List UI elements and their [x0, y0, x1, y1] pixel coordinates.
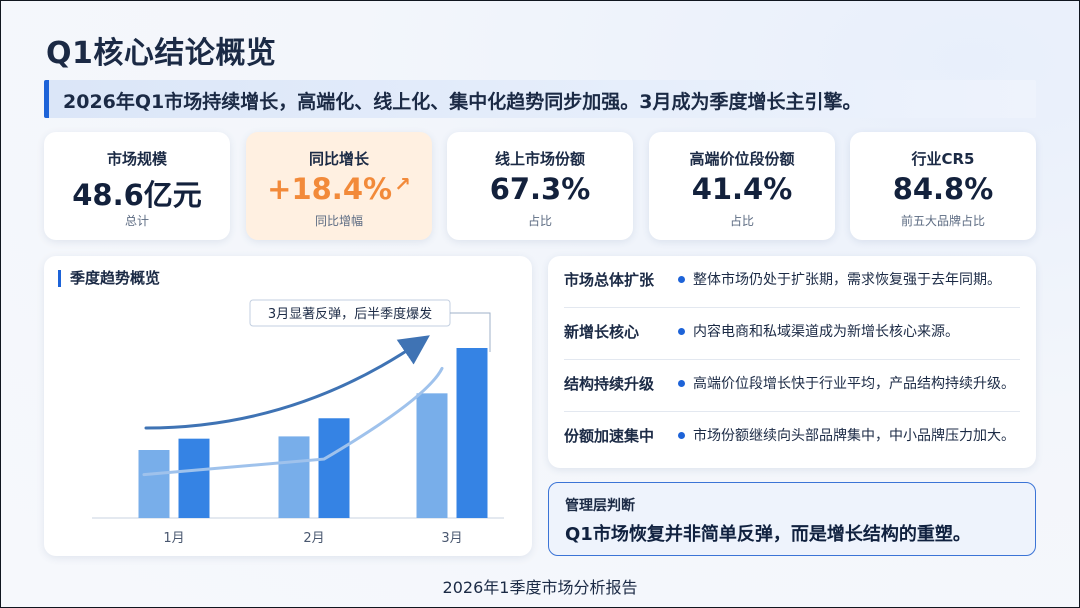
x-tick-label: 2月 — [303, 531, 324, 546]
divider — [564, 411, 1020, 412]
kpi-card-yoy-growth: 同比增长 +18.4% ↗ 同比增幅 — [246, 132, 432, 240]
insight-text: 市场份额继续向头部品牌集中，中小品牌压力加大。 — [693, 428, 1015, 444]
insight-text: 高端价位段增长快于行业平均，产品结构持续升级。 — [693, 376, 1015, 392]
kpi-label: 市场规模 — [106, 150, 167, 168]
insight-row: 结构持续升级 高端价位段增长快于行业平均，产品结构持续升级。 — [564, 360, 1020, 412]
kpi-value: 67.3% — [489, 172, 591, 206]
insight-title: 新增长核心 — [564, 323, 640, 341]
kpi-card-cr5: 行业CR5 84.8% 前五大品牌占比 — [850, 132, 1036, 240]
page-title: Q1核心结论概览 — [46, 36, 277, 71]
kpi-value: 48.6亿元 — [72, 178, 202, 212]
insight-row: 份额加速集中 市场份额继续向头部品牌集中，中小品牌压力加大。 — [564, 412, 1020, 464]
insight-text: 内容电商和私域渠道成为新增长核心来源。 — [693, 324, 959, 340]
kpi-label: 高端价位段份额 — [689, 150, 795, 168]
subtitle-text: 2026年Q1市场持续增长，高端化、线上化、集中化趋势同步加强。3月成为季度增长… — [63, 91, 862, 113]
bullet-dot-icon — [678, 276, 685, 283]
bullet-dot-icon — [678, 328, 685, 335]
kpi-value: 41.4% — [691, 172, 793, 206]
trend-chart-card: 1月 2月 3月 3月显著反弹，后半季度爆发 季度趋势概览 — [44, 256, 532, 556]
kpi-label: 行业CR5 — [911, 150, 975, 168]
bullet-dot-icon — [678, 432, 685, 439]
trend-line — [142, 366, 444, 477]
bar — [178, 438, 210, 518]
insight-text: 整体市场仍处于扩张期，需求恢复强于去年同期。 — [693, 272, 1001, 288]
subtitle-banner: 2026年Q1市场持续增长，高端化、线上化、集中化趋势同步加强。3月成为季度增长… — [44, 80, 1036, 118]
report-footer: 2026年1季度市场分析报告 — [442, 578, 638, 597]
bar — [318, 418, 350, 518]
kpi-card-online-share: 线上市场份额 67.3% 占比 — [447, 132, 633, 240]
bar — [278, 436, 310, 518]
bar — [456, 348, 488, 518]
kpi-label: 同比增长 — [308, 150, 369, 168]
kpi-card-premium-share: 高端价位段份额 41.4% 占比 — [649, 132, 835, 240]
kpi-value: +18.4% — [267, 172, 393, 206]
divider — [564, 307, 1020, 308]
kpi-value-row: +18.4% ↗ — [246, 172, 432, 206]
insight-title: 结构持续升级 — [564, 375, 655, 393]
trend-chart: 1月 2月 3月 3月显著反弹，后半季度爆发 — [92, 299, 504, 546]
annotation-connector — [450, 312, 491, 352]
kpi-note: 占比 — [729, 214, 754, 228]
kpi-note: 占比 — [527, 214, 552, 228]
divider — [564, 359, 1020, 360]
kpi-value: 84.8% — [892, 172, 994, 206]
kpi-note: 前五大品牌占比 — [900, 214, 985, 228]
insight-row: 新增长核心 内容电商和私域渠道成为新增长核心来源。 — [564, 308, 1020, 360]
insight-title: 市场总体扩张 — [564, 271, 655, 289]
growth-arrow — [144, 335, 430, 430]
chart-title: 季度趋势概览 — [58, 270, 160, 287]
judgement-label: 管理层判断 — [565, 498, 635, 514]
kpi-label: 线上市场份额 — [494, 150, 585, 168]
annotation-text: 3月显著反弹，后半季度爆发 — [268, 306, 432, 322]
bullet-dot-icon — [678, 380, 685, 387]
judgement-text: Q1市场恢复并非简单反弹，而是增长结构的重塑。 — [565, 524, 971, 545]
x-tick-label: 1月 — [163, 531, 184, 546]
arrow-up-right-icon: ↗ — [394, 172, 411, 196]
insight-row: 市场总体扩张 整体市场仍处于扩张期，需求恢复强于去年同期。 — [564, 256, 1020, 308]
insights-card: 市场总体扩张 整体市场仍处于扩张期，需求恢复强于去年同期。 新增长核心 内容电商… — [548, 256, 1036, 468]
insight-title: 份额加速集中 — [564, 427, 655, 445]
x-tick-label: 3月 — [441, 531, 462, 546]
bar — [416, 393, 448, 518]
kpi-note: 同比增幅 — [314, 214, 363, 228]
kpi-note: 总计 — [124, 214, 149, 228]
management-judgement-card: 管理层判断 Q1市场恢复并非简单反弹，而是增长结构的重塑。 — [548, 482, 1036, 556]
bar — [138, 450, 170, 518]
kpi-card-market-size: 市场规模 48.6亿元 总计 — [44, 132, 230, 240]
